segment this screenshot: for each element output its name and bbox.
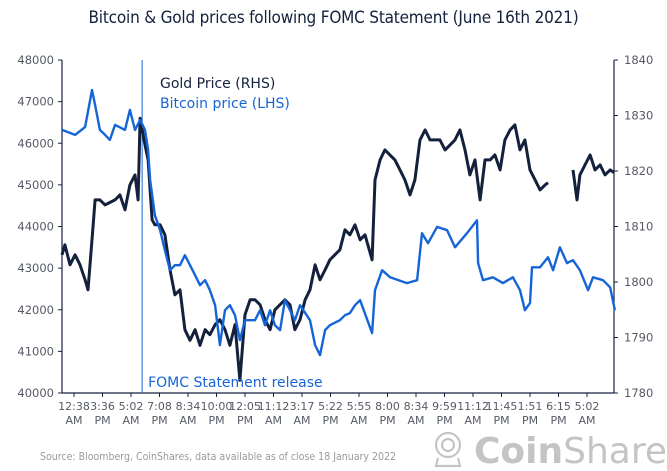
left-axis-tick-label: 46000 (17, 136, 54, 150)
x-axis-tick-label-ampm: AM (293, 414, 310, 427)
x-axis-tick-label: 5:02 (119, 400, 144, 413)
legend-gold: Gold Price (RHS) (160, 76, 275, 92)
x-axis-tick-label: 7:08 (147, 400, 172, 413)
gold-price-line (60, 116, 615, 382)
x-axis-tick-label: 5:02 (575, 400, 600, 413)
x-axis-tick-label-ampm: AM (65, 414, 82, 427)
legend-bitcoin: Bitcoin price (LHS) (160, 96, 290, 112)
source-note: Source: Bloomberg, CoinShares, data avai… (40, 451, 397, 463)
x-axis-tick-label: 12:38 (58, 400, 90, 413)
x-axis-tick-label: 11:12 (258, 400, 290, 413)
right-axis-tick-label: 1780 (624, 386, 653, 400)
x-axis-tick-label-ampm: PM (322, 414, 338, 427)
x-axis-tick-label: 3:36 (90, 400, 115, 413)
x-axis-tick-label-ampm: PM (379, 414, 395, 427)
right-axis-tick-label: 1820 (624, 164, 653, 178)
svg-text:CoinShares: CoinShares (474, 431, 665, 470)
chart-title: Bitcoin & Gold prices following FOMC Sta… (88, 8, 579, 28)
right-axis-tick-label: 1790 (624, 331, 653, 345)
bitcoin-price-line (61, 88, 617, 357)
x-axis-tick-label-ampm: AM (578, 414, 595, 427)
right-axis-tick-label: 1810 (624, 220, 653, 234)
x-axis-tick-label: 11:45 (486, 400, 518, 413)
x-axis-tick-label-ampm: PM (550, 414, 566, 427)
x-axis-tick-label: 8:00 (375, 400, 400, 413)
left-axis-tick-label: 40000 (17, 386, 54, 400)
x-axis-tick-label: 1:51 (518, 400, 543, 413)
x-axis-tick-label: 8:34 (176, 400, 201, 413)
left-axis-tick-label: 41000 (17, 344, 54, 358)
x-axis-tick-label-ampm: PM (237, 414, 253, 427)
chart: 40000 41000 42000 43000 44000 45000 46000 47000… (17, 53, 653, 427)
x-axis-tick-label: 8:34 (404, 400, 429, 413)
x-axis-tick-label-ampm: AM (265, 414, 282, 427)
x-axis-tick-label-ampm: PM (522, 414, 538, 427)
x-axis-tick-label-ampm: AM (464, 414, 481, 427)
x-axis-tick-label-ampm: PM (151, 414, 167, 427)
x-axis-tick-label: 5:55 (347, 400, 372, 413)
coinshares-logo: CoinShares (434, 431, 665, 470)
left-axis-tick-label: 44000 (17, 220, 54, 234)
left-axis-tick-label: 42000 (17, 303, 54, 317)
x-axis-tick-label-ampm: PM (493, 414, 509, 427)
x-axis-tick-label: 5:22 (318, 400, 343, 413)
coinshares-logo-icon (434, 431, 462, 468)
left-axis-tick-label: 45000 (17, 178, 54, 192)
x-axis-tick-label: 9:59 (432, 400, 457, 413)
left-axis-tick-label: 47000 (17, 95, 54, 109)
right-axis-tick-label: 1800 (624, 275, 653, 289)
right-axis-tick-label: 1840 (624, 53, 653, 67)
x-axis-tick-label: 11:12 (457, 400, 489, 413)
x-axis-tick-label-ampm: AM (122, 414, 139, 427)
x-axis-tick-label-ampm: AM (179, 414, 196, 427)
x-axis-tick-label-ampm: PM (208, 414, 224, 427)
x-axis-tick-label-ampm: AM (350, 414, 367, 427)
left-axis-tick-label: 43000 (17, 261, 54, 275)
x-axis-tick-label-ampm: PM (436, 414, 452, 427)
x-axis-tick-label-ampm: AM (407, 414, 424, 427)
left-axis-tick-label: 48000 (17, 53, 54, 67)
x-axis-tick-label: 10:00 (201, 400, 233, 413)
x-axis-tick-label-ampm: PM (94, 414, 110, 427)
x-axis-tick-label: 12:05 (229, 400, 261, 413)
x-axis-tick-label: 6:15 (546, 400, 571, 413)
right-axis-tick-label: 1830 (624, 109, 653, 123)
x-axis-tick-label: 3:17 (290, 400, 315, 413)
fomc-annotation: FOMC Statement release (148, 375, 323, 391)
